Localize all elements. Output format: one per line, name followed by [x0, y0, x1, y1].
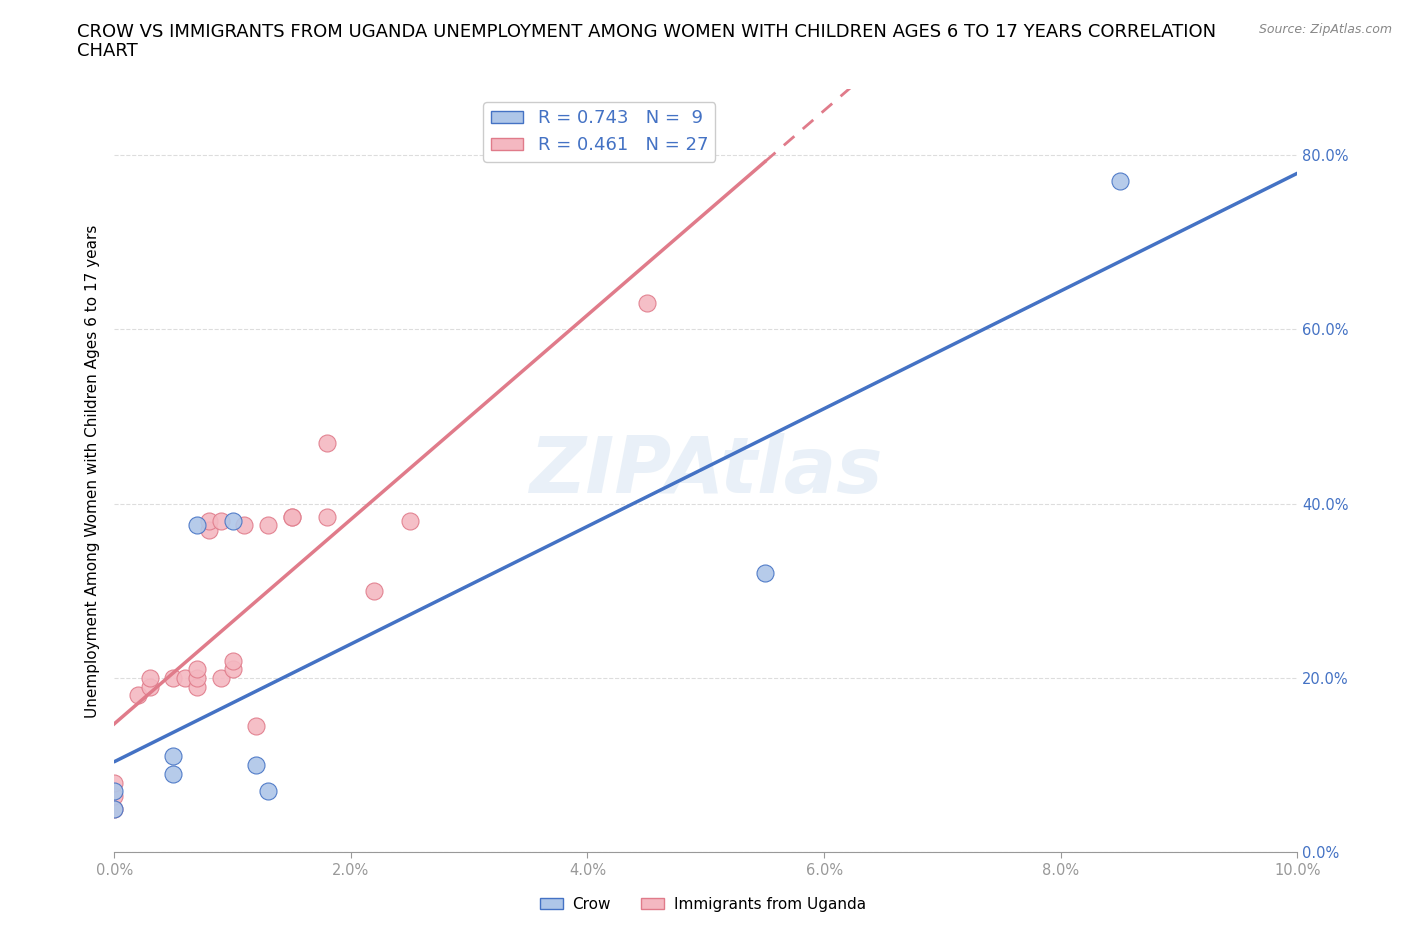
Point — [138, 679, 160, 694]
Point — [209, 513, 232, 528]
Legend: Crow, Immigrants from Uganda: Crow, Immigrants from Uganda — [534, 891, 872, 918]
Point — [198, 523, 221, 538]
Point — [636, 296, 658, 311]
Point — [103, 802, 125, 817]
Point — [103, 776, 125, 790]
Point — [103, 802, 125, 817]
Point — [174, 671, 197, 685]
Text: CROW VS IMMIGRANTS FROM UGANDA UNEMPLOYMENT AMONG WOMEN WITH CHILDREN AGES 6 TO : CROW VS IMMIGRANTS FROM UGANDA UNEMPLOYM… — [77, 23, 1216, 41]
Text: Source: ZipAtlas.com: Source: ZipAtlas.com — [1258, 23, 1392, 36]
Point — [162, 671, 184, 685]
Point — [316, 435, 339, 450]
Point — [186, 662, 208, 677]
Point — [221, 662, 243, 677]
Text: CHART: CHART — [77, 42, 138, 60]
Point — [245, 758, 267, 773]
Y-axis label: Unemployment Among Women with Children Ages 6 to 17 years: Unemployment Among Women with Children A… — [86, 224, 100, 718]
Point — [754, 566, 776, 581]
Point — [363, 583, 385, 598]
Point — [186, 671, 208, 685]
Point — [209, 671, 232, 685]
Point — [280, 510, 302, 525]
Point — [399, 513, 422, 528]
Point — [198, 513, 221, 528]
Point — [186, 518, 208, 533]
Point — [257, 784, 280, 799]
Legend: R = 0.743   N =  9, R = 0.461   N = 27: R = 0.743 N = 9, R = 0.461 N = 27 — [484, 102, 716, 162]
Point — [138, 671, 160, 685]
Point — [1108, 174, 1130, 189]
Point — [103, 789, 125, 804]
Point — [280, 510, 302, 525]
Point — [162, 749, 184, 764]
Point — [186, 679, 208, 694]
Point — [127, 688, 149, 703]
Point — [162, 766, 184, 781]
Text: ZIPAtlas: ZIPAtlas — [529, 432, 883, 509]
Point — [233, 518, 256, 533]
Point — [316, 510, 339, 525]
Point — [257, 518, 280, 533]
Point — [221, 653, 243, 668]
Point — [103, 784, 125, 799]
Point — [221, 513, 243, 528]
Point — [245, 719, 267, 734]
